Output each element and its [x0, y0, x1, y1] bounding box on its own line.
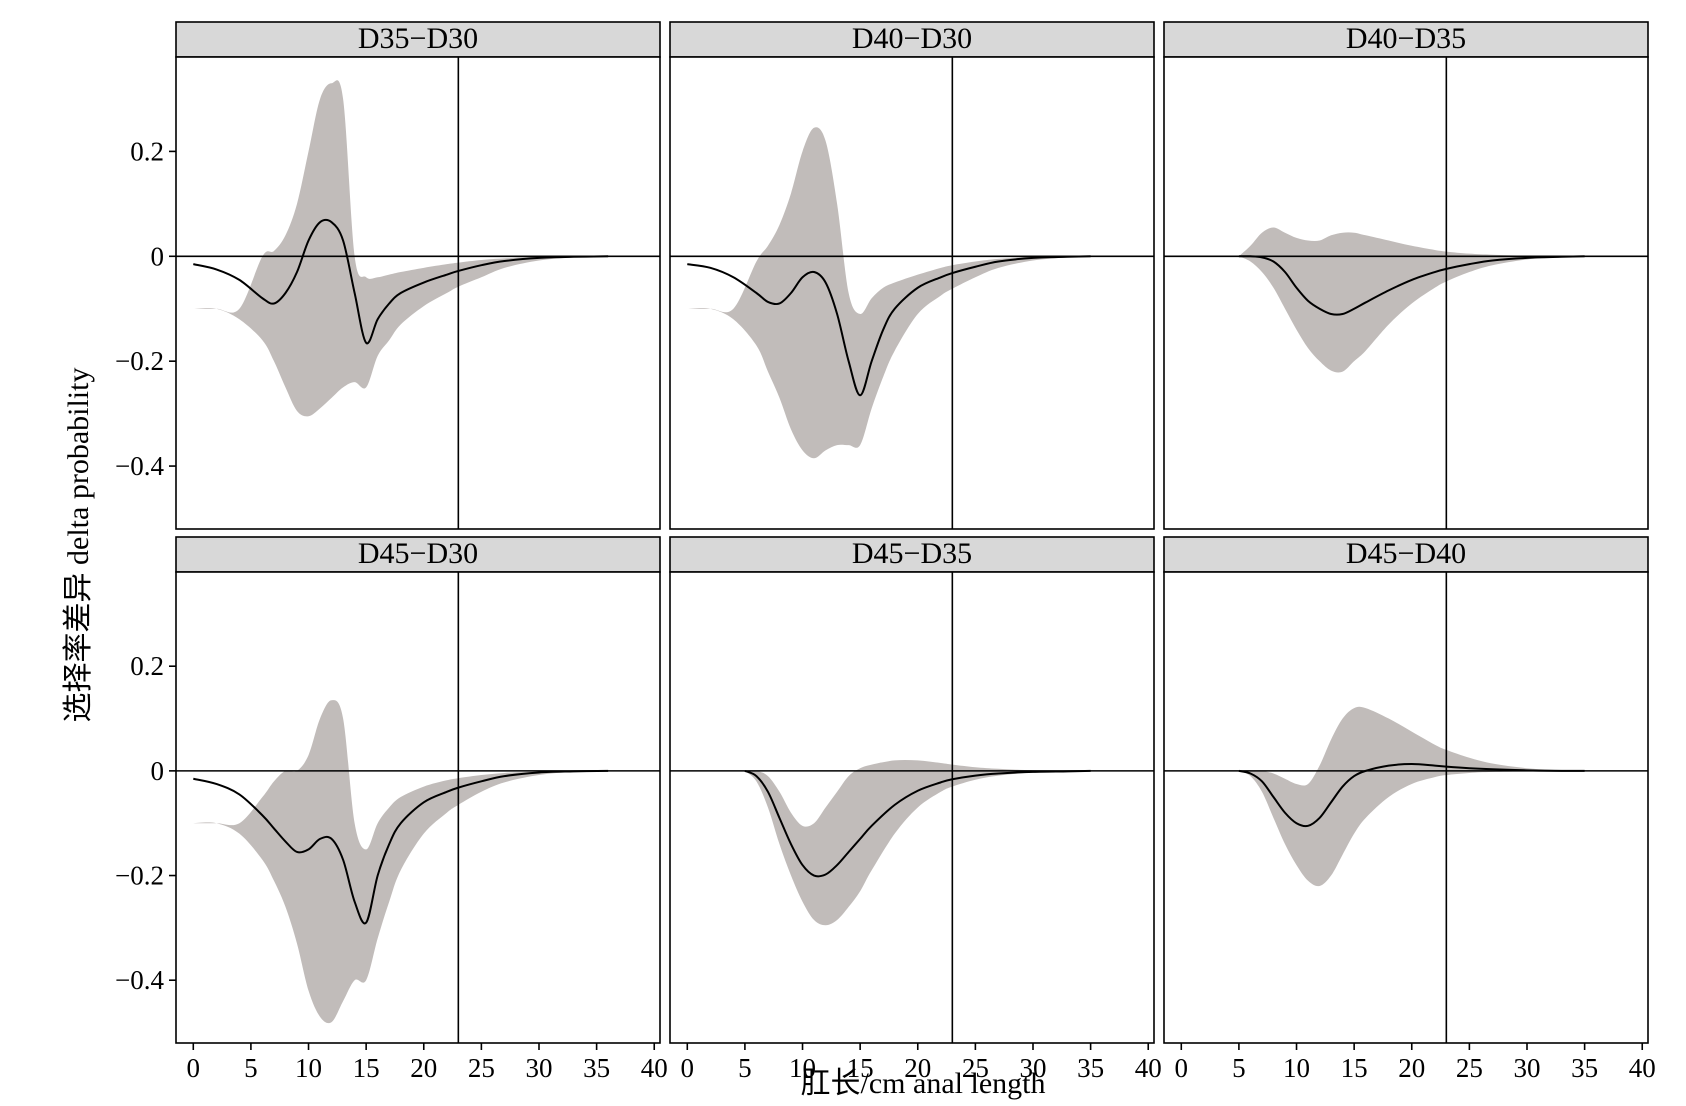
x-tick-label: 30 [1514, 1053, 1541, 1083]
panel-frame [175, 56, 661, 530]
x-tick-label: 10 [1283, 1053, 1310, 1083]
mean-difference-line [193, 769, 609, 925]
x-tick-label: 30 [1020, 1053, 1047, 1083]
facet-panel-5: D45−D35 0 5 10 15 20 25 30 35 40 [669, 536, 1162, 1083]
x-tick-label: 0 [681, 1053, 695, 1083]
x-tick-label: 20 [410, 1053, 437, 1083]
facet-panel-2: D40−D30 [669, 21, 1155, 530]
x-tick-label: 30 [526, 1053, 553, 1083]
facet-title: D40−D35 [1346, 22, 1466, 55]
x-tick-label: 10 [789, 1053, 816, 1083]
facet-title: D45−D30 [358, 537, 478, 570]
confidence-band [193, 700, 609, 1024]
y-tick-label: −0.4 [115, 451, 164, 481]
y-tick-label: 0 [151, 241, 165, 271]
panels-layer: D35−D30 0.2 0 −0.2 −0.4 D40−D30 D40−D35 D45−D30… [115, 21, 1656, 1083]
panel-frame [175, 571, 661, 1044]
facet-panel-4: D45−D30 0.2 0 −0.2 −0.4 0 5 10 15 20 25 30 35 40 [115, 536, 668, 1083]
x-tick-label: 25 [1456, 1053, 1483, 1083]
facet-title: D35−D30 [358, 22, 478, 55]
facet-title: D45−D35 [852, 537, 972, 570]
x-tick-label: 5 [738, 1053, 752, 1083]
x-tick-label: 25 [468, 1053, 495, 1083]
plot-area [1164, 572, 1648, 1043]
panel-frame [669, 571, 1155, 1044]
panel-frame [669, 56, 1155, 530]
mean-difference-line [1238, 763, 1585, 828]
facet-strip [669, 536, 1155, 573]
confidence-band [1238, 227, 1585, 373]
facet-strip [175, 21, 661, 58]
x-tick-label: 25 [962, 1053, 989, 1083]
y-tick-label: −0.2 [115, 861, 164, 891]
panel-frame [1163, 56, 1649, 530]
y-tick-label: 0.2 [130, 651, 164, 681]
mean-difference-line [744, 769, 1091, 878]
x-tick-label: 20 [904, 1053, 931, 1083]
facet-title: D45−D40 [1346, 537, 1466, 570]
x-tick-label: 5 [1232, 1053, 1246, 1083]
x-tick-label: 15 [353, 1053, 380, 1083]
x-tick-label: 5 [244, 1053, 258, 1083]
mean-difference-line [1238, 255, 1585, 316]
x-tick-label: 20 [1398, 1053, 1425, 1083]
mean-difference-line [193, 218, 609, 345]
facet-panel-3: D40−D35 [1163, 21, 1649, 530]
y-axis-label: 选择率差异 delta probability [62, 368, 95, 723]
y-tick-label: 0.2 [130, 136, 164, 166]
x-tick-label: 40 [641, 1053, 668, 1083]
panel-frame [1163, 571, 1649, 1044]
x-tick-label: 15 [847, 1053, 874, 1083]
x-tick-label: 15 [1341, 1053, 1368, 1083]
x-tick-label: 0 [187, 1053, 201, 1083]
mean-difference-line [687, 255, 1091, 397]
facet-panel-6: D45−D40 0 5 10 15 20 25 30 35 40 [1163, 536, 1656, 1083]
facet-title: D40−D30 [852, 22, 972, 55]
facet-strip [1163, 21, 1649, 58]
y-tick-label: 0 [151, 756, 165, 786]
x-tick-label: 35 [583, 1053, 610, 1083]
confidence-band [744, 759, 1091, 926]
x-tick-label: 40 [1135, 1053, 1162, 1083]
confidence-band [687, 127, 1091, 459]
facet-panel-1: D35−D30 0.2 0 −0.2 −0.4 [115, 21, 661, 530]
y-tick-label: −0.2 [115, 346, 164, 376]
x-tick-label: 10 [295, 1053, 322, 1083]
x-tick-label: 35 [1077, 1053, 1104, 1083]
x-tick-label: 40 [1629, 1053, 1656, 1083]
y-tick-label: −0.4 [115, 965, 164, 995]
confidence-band [193, 80, 609, 417]
confidence-band [1238, 706, 1585, 887]
x-tick-label: 0 [1175, 1053, 1189, 1083]
x-tick-label: 35 [1571, 1053, 1598, 1083]
x-axis-label: 肛长/cm anal length [801, 1067, 1046, 1100]
